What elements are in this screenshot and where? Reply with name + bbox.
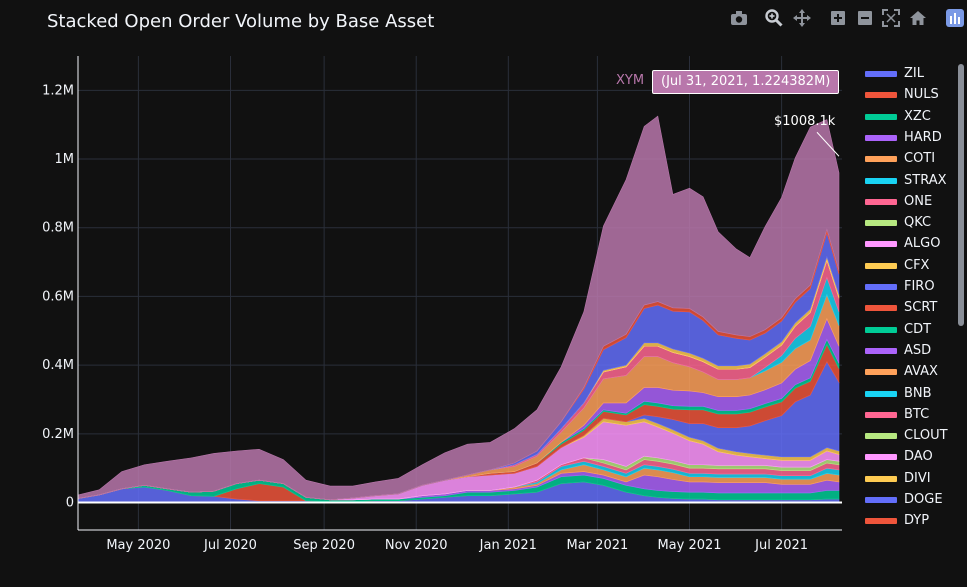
legend-swatch (865, 433, 897, 440)
legend-swatch (865, 71, 897, 77)
legend-label: CFX (904, 257, 930, 273)
legend-item-qkc[interactable]: QKC (862, 213, 958, 233)
legend-swatch (865, 326, 897, 333)
x-tick-label: Mar 2021 (567, 538, 629, 553)
legend-swatch (865, 347, 897, 354)
x-tick-label: Jan 2021 (479, 538, 537, 553)
legend-label: DYP (904, 513, 930, 529)
legend-scrollbar[interactable] (958, 64, 964, 326)
legend-swatch (865, 411, 897, 418)
legend-label: BTC (904, 406, 930, 422)
legend-label: DAO (904, 449, 933, 465)
legend-swatch (865, 220, 897, 227)
legend-item-firo[interactable]: FIRO (862, 277, 958, 297)
legend-item-xzc[interactable]: XZC (862, 107, 958, 127)
legend-label: HARD (904, 129, 942, 145)
legend-item-clout[interactable]: CLOUT (862, 426, 958, 446)
legend-label: STRAX (904, 172, 947, 188)
y-tick-label: 1.2M (42, 83, 74, 98)
legend-swatch (865, 92, 897, 99)
reset-axes-icon[interactable] (908, 8, 928, 28)
legend-label: XZC (904, 108, 931, 124)
legend-item-nuls[interactable]: NULS (862, 85, 958, 105)
legend-label: ONE (904, 193, 933, 209)
legend-item-btc[interactable]: BTC (862, 405, 958, 425)
legend-label: CDT (904, 321, 932, 337)
x-tick-label: May 2021 (657, 538, 721, 553)
legend-label: COTI (904, 151, 936, 167)
legend-item-cfx[interactable]: CFX (862, 256, 958, 276)
x-tick-label: Jul 2020 (203, 538, 257, 553)
x-tick-label: Nov 2020 (385, 538, 448, 553)
legend-item-dyp[interactable]: DYP (862, 511, 958, 531)
legend-item-hard[interactable]: HARD (862, 128, 958, 148)
legend-label: ZIL (904, 66, 924, 81)
legend-swatch (865, 369, 897, 376)
annotation-arrow (816, 131, 840, 157)
legend-item-coti[interactable]: COTI (862, 149, 958, 169)
area-xym[interactable] (77, 115, 840, 501)
zoom-icon[interactable] (764, 8, 784, 28)
legend-item-avax[interactable]: AVAX (862, 362, 958, 382)
legend-swatch (865, 198, 897, 205)
legend-swatch (865, 113, 897, 120)
zoom-in-icon[interactable] (828, 8, 848, 28)
legend-swatch (865, 497, 897, 503)
legend-swatch (865, 475, 897, 482)
y-tick-label: 0.6M (42, 289, 74, 304)
legend-swatch (865, 262, 897, 269)
legend-item-scrt[interactable]: SCRT (862, 298, 958, 318)
camera-icon[interactable] (729, 8, 749, 28)
x-tick-label: Jul 2021 (754, 538, 808, 553)
legend-swatch (865, 518, 897, 525)
legend-label: CLOUT (904, 428, 948, 444)
y-tick-label: 0.2M (42, 427, 74, 442)
legend-swatch (865, 241, 897, 248)
legend-swatch (865, 134, 897, 141)
legend-label: FIRO (904, 279, 935, 294)
legend-label: QKC (904, 215, 932, 231)
legend-label: SCRT (904, 300, 938, 316)
legend-swatch (865, 284, 897, 290)
y-tick-label: 0.4M (42, 358, 74, 373)
legend-item-cdt[interactable]: CDT (862, 320, 958, 340)
hover-arrow (831, 75, 838, 87)
legend-item-asd[interactable]: ASD (862, 341, 958, 361)
legend-swatch (865, 156, 897, 163)
legend-swatch (865, 454, 897, 461)
pan-icon[interactable] (792, 8, 812, 28)
autoscale-icon[interactable] (881, 8, 901, 28)
hover-series-name: XYM (616, 73, 645, 88)
legend-label: ASD (904, 342, 932, 358)
legend-label: ALGO (904, 236, 941, 252)
hover-label: (Jul 31, 2021, 1.224382M) (652, 70, 840, 94)
legend-label: NULS (904, 87, 939, 103)
legend-item-dao[interactable]: DAO (862, 447, 958, 467)
legend-swatch (865, 390, 897, 397)
legend-item-algo[interactable]: ALGO (862, 234, 958, 254)
x-tick-label: May 2020 (106, 538, 170, 553)
legend-label: BNB (904, 385, 932, 401)
legend-item-bnb[interactable]: BNB (862, 384, 958, 404)
x-tick-label: Sep 2020 (293, 538, 355, 553)
annotation-label: $1008.1k (774, 114, 836, 129)
legend-item-divi[interactable]: DIVI (862, 469, 958, 489)
chart-title: Stacked Open Order Volume by Base Asset (47, 11, 435, 32)
legend-label: DOGE (904, 492, 943, 507)
legend-label: AVAX (904, 364, 938, 380)
legend-swatch (865, 177, 897, 184)
zoom-out-icon[interactable] (855, 8, 875, 28)
y-tick-label: 0 (66, 496, 74, 511)
legend-item-doge[interactable]: DOGE (862, 490, 958, 510)
legend-swatch (865, 305, 897, 312)
legend-label: DIVI (904, 470, 931, 486)
y-tick-label: 1M (55, 152, 75, 167)
legend-item-zil[interactable]: ZIL (862, 64, 958, 84)
legend-item-one[interactable]: ONE (862, 192, 958, 212)
plotly-logo-icon[interactable] (945, 8, 965, 28)
legend-item-strax[interactable]: STRAX (862, 171, 958, 191)
y-tick-label: 0.8M (42, 221, 74, 236)
